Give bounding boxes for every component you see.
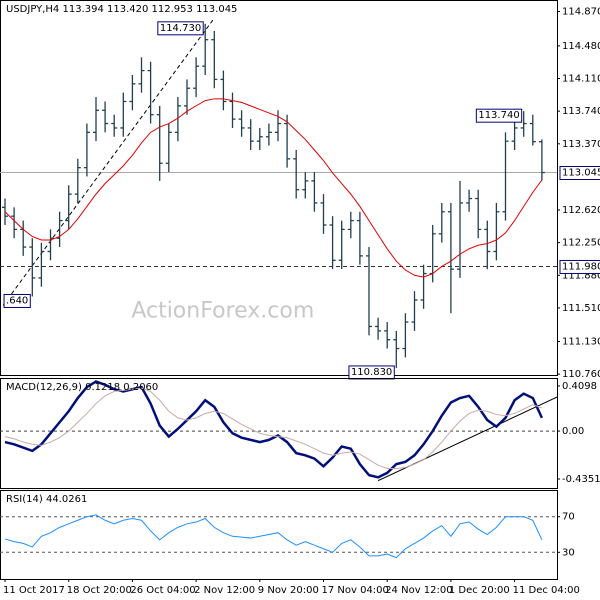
y-tick-label: 30: [562, 547, 575, 558]
y-tick-label: 113.740: [562, 106, 600, 117]
x-tick-label: 24 Nov 12:00: [385, 585, 452, 596]
panel-title: RSI(14) 44.0261: [6, 494, 87, 505]
series-line: [4, 380, 544, 479]
y-tick-label: 111.130: [562, 336, 600, 347]
x-tick-label: 11 Oct 2017: [3, 585, 65, 596]
y-tick-label: 0.00: [562, 426, 584, 437]
series-line: [4, 98, 543, 278]
y-tick-label: -0.4351: [562, 474, 600, 485]
x-tick-label: 17 Nov 04:00: [321, 585, 388, 596]
panel-frame: [0, 490, 558, 580]
price-annotation: .640: [6, 295, 28, 306]
y-tick-label: 114.480: [562, 41, 600, 52]
y-tick-label: 111.510: [562, 303, 600, 314]
price-annotation: 110.830: [351, 367, 392, 378]
x-tick-label: 2 Nov 12:00: [194, 585, 255, 596]
price-annotation: 113.740: [478, 110, 519, 121]
panel-frame: [0, 0, 558, 376]
y-tick-label: 110.760: [562, 369, 600, 380]
y-tick-label: 112.620: [562, 205, 600, 216]
series-line: [4, 514, 543, 559]
level-label: 111.980: [562, 261, 600, 272]
watermark: ActionForex.com: [131, 298, 314, 323]
panel-title: MACD(12,26,9) 0.1218 0.2060: [6, 382, 158, 393]
x-tick-label: 11 Dec 04:00: [513, 585, 580, 596]
level-label: 113.045: [562, 168, 600, 179]
y-tick-label: 70: [562, 512, 575, 523]
x-tick-label: 18 Oct 20:00: [67, 585, 132, 596]
y-tick-label: 112.250: [562, 238, 600, 249]
label-box: [3, 293, 31, 308]
y-tick-label: 114.870: [562, 6, 600, 17]
panel-frame: [0, 378, 558, 489]
label-box: [157, 21, 204, 36]
x-tick-label: 9 Nov 20:00: [258, 585, 319, 596]
price-annotation: 114.730: [160, 23, 201, 34]
x-tick-label: 26 Oct 04:00: [130, 585, 195, 596]
y-tick-label: 0.4098: [562, 381, 597, 392]
series-line: [4, 387, 543, 470]
panel-title: USDJPY,H4 113.394 113.420 112.953 113.04…: [6, 4, 237, 15]
x-tick-label: 1 Dec 20:00: [449, 585, 510, 596]
label-box: [559, 259, 600, 274]
y-tick-label: 113.370: [562, 139, 600, 150]
y-tick-label: 111.880: [562, 270, 600, 281]
trendline: [2, 19, 214, 306]
label-box: [475, 108, 523, 123]
y-tick-label: 114.110: [562, 74, 600, 85]
label-box: [559, 166, 600, 180]
